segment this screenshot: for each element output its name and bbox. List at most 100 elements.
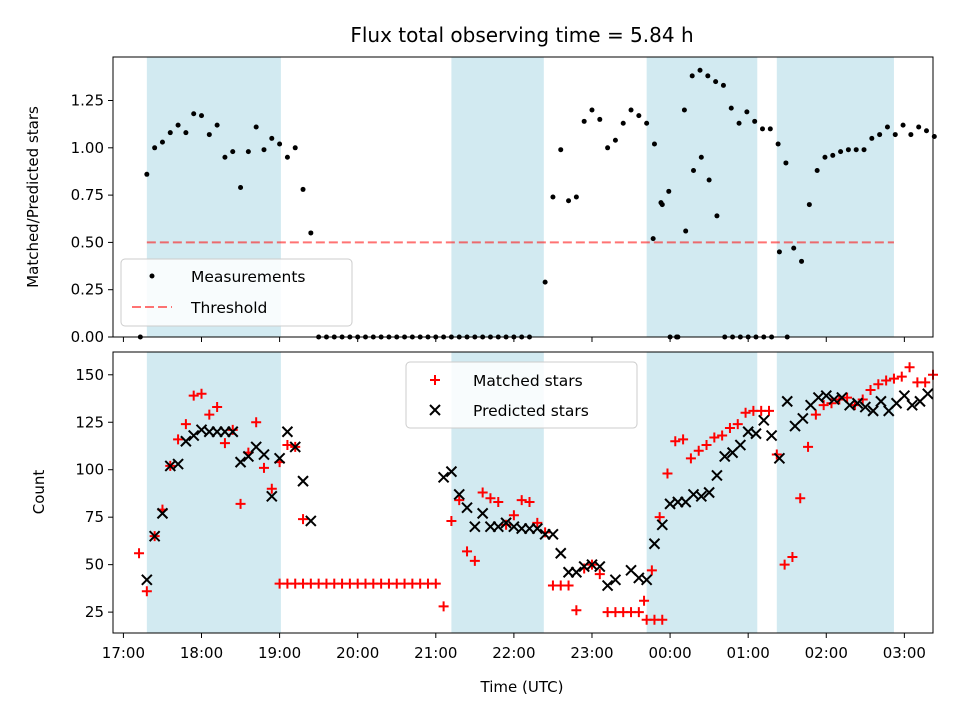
count-y-axis-label: Count (30, 470, 48, 515)
y-tick-label: 0.75 (71, 186, 104, 204)
measurement-point (214, 122, 220, 128)
measurement-point (697, 67, 703, 73)
measurement-point (767, 126, 773, 132)
measurement-point (284, 154, 290, 160)
x-tick-label: 21:00 (414, 644, 457, 662)
predicted-star-point (555, 547, 567, 559)
matched-star-point (795, 493, 806, 504)
predicted-star-point (820, 389, 832, 402)
predicted-star-point (305, 515, 317, 527)
y-tick-label: 0.50 (71, 233, 104, 251)
matched-star-point (732, 419, 743, 430)
matched-star-point (469, 555, 480, 566)
matched-star-point (888, 373, 899, 384)
predicted-star-point (898, 389, 911, 402)
count-panel: 25 50 75 100 125 150 17:00 18:00 19:00 20:00 21:00… (75, 351, 938, 662)
predicted-star-point (867, 405, 879, 417)
matched-star-point (258, 462, 269, 473)
measurement-point (861, 147, 867, 153)
measurement-point (651, 141, 657, 147)
predicted-star-point (765, 429, 778, 442)
measurement-point (277, 141, 283, 147)
predicted-star-point (609, 574, 622, 586)
predicted-star-point (711, 469, 723, 482)
y-tick-label: 150 (75, 366, 104, 384)
matched-star-point (204, 409, 215, 420)
y-tick-label: 125 (75, 413, 104, 431)
matched-star-point (508, 510, 519, 521)
measurement-point (175, 122, 181, 128)
ratio-y-axis-label: Matched/Predicted stars (24, 106, 42, 288)
predicted-star-point (734, 439, 747, 451)
measurement-point (853, 147, 859, 153)
matched-star-point (881, 375, 892, 386)
predicted-star-point (601, 579, 614, 592)
x-tick-label: 01:00 (727, 644, 770, 662)
measurement-point (620, 120, 626, 126)
measurement-point (253, 124, 259, 130)
x-tick-label: 00:00 (648, 644, 691, 662)
measurement-point (542, 279, 548, 285)
measurement-point (666, 188, 672, 194)
measurement-point (822, 154, 828, 160)
matched-star-point (134, 548, 145, 559)
predicted-star-point (703, 486, 715, 499)
matched-star-point (446, 515, 457, 526)
predicted-star-point (570, 566, 583, 578)
matched-star-point (657, 614, 668, 625)
matched-star-point (873, 379, 884, 390)
predicted-star-point (547, 528, 559, 540)
legend-frame (405, 361, 638, 429)
measurement-point (689, 73, 695, 79)
matched-star-point (646, 565, 657, 576)
matched-star-point (717, 430, 728, 441)
measurement-point (300, 186, 306, 192)
predicted-star-point (148, 530, 161, 542)
matched-star-point (524, 496, 535, 507)
matched-star-point (670, 436, 681, 447)
predicted-star-point (469, 520, 481, 533)
matched-star-point (724, 422, 735, 433)
matched-star-point (282, 440, 293, 451)
measurement-point (698, 154, 704, 160)
measurement-point (706, 177, 712, 183)
measurement-point (245, 149, 251, 155)
matched-star-point (477, 487, 488, 498)
measurement-point (923, 128, 929, 134)
matched-star-point (633, 607, 644, 618)
measurement-point (759, 126, 765, 132)
matched-star-point (141, 586, 152, 597)
matched-star-point (678, 434, 689, 445)
y-tick-label: 0.00 (71, 328, 104, 346)
predicted-star-point (781, 395, 793, 408)
predicted-star-point (859, 401, 872, 413)
predicted-star-point (695, 490, 708, 503)
matched-star-point (188, 390, 199, 401)
y-tick-label: 1.25 (71, 92, 104, 110)
predicted-star-point (906, 399, 918, 411)
predicted-star-point (234, 456, 247, 468)
predicted-star-point (461, 501, 473, 514)
measurement-point (581, 118, 587, 124)
matched-star-point (485, 493, 496, 504)
matched-star-point (662, 468, 673, 479)
legend-predicted-label: Predicted stars (473, 402, 589, 420)
observing-window-band (146, 352, 281, 633)
ratio-panel: 0.00 0.25 0.50 0.75 1.00 1.25 Measurements Thre… (71, 56, 937, 346)
measurement-point (884, 124, 890, 130)
y-tick-label: 0.25 (71, 281, 104, 299)
legend-predicted-marker (429, 404, 441, 416)
measurement-point (713, 79, 719, 85)
measurement-point (573, 194, 579, 200)
matched-star-point (298, 514, 309, 525)
x-tick-label: 22:00 (492, 644, 535, 662)
matched-star-point (842, 392, 853, 403)
predicted-star-point (640, 574, 653, 586)
measurement-point (566, 198, 572, 204)
ratio-legend: Measurements Threshold (120, 258, 353, 327)
measurement-point (791, 245, 797, 251)
measurement-point (589, 107, 595, 113)
predicted-star-point (922, 388, 934, 400)
plot-frame (112, 351, 934, 634)
measurement-point (744, 109, 750, 115)
